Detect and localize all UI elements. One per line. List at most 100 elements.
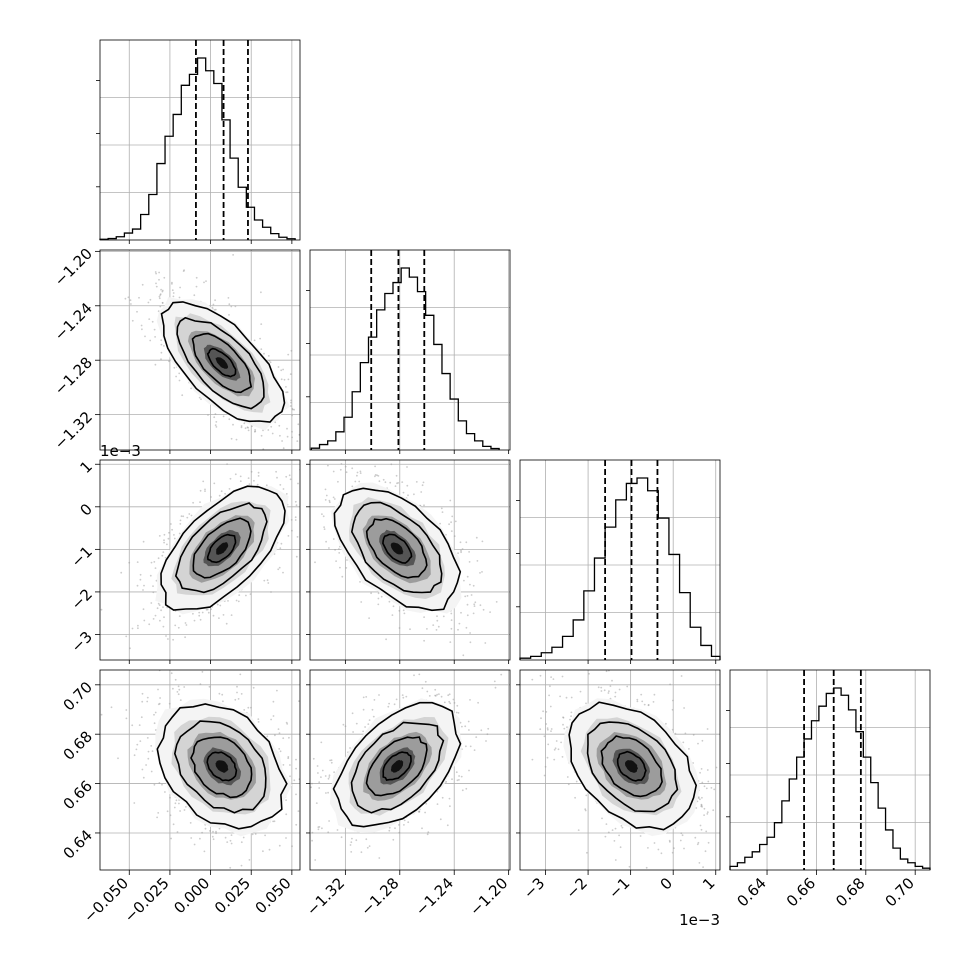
- sample-point: [265, 484, 268, 487]
- sample-point: [171, 289, 174, 292]
- sample-point: [287, 378, 290, 381]
- sample-point: [267, 582, 270, 584]
- sample-point: [295, 767, 297, 770]
- scatter-panel-2-3: [519, 669, 721, 871]
- sample-point: [321, 769, 324, 772]
- sample-point: [239, 475, 242, 478]
- sample-point: [450, 612, 453, 615]
- sample-point: [436, 615, 438, 618]
- sample-point: [234, 698, 237, 701]
- sample-point: [281, 440, 283, 442]
- sample-point: [243, 709, 246, 711]
- sample-point: [224, 836, 227, 839]
- sample-point: [288, 736, 290, 739]
- sample-point: [706, 813, 709, 815]
- sample-point: [699, 771, 701, 774]
- sample-point: [311, 839, 313, 842]
- sample-point: [216, 603, 219, 606]
- sample-point: [274, 734, 276, 737]
- sample-point: [247, 706, 250, 709]
- sample-point: [295, 555, 298, 558]
- sample-point: [218, 827, 221, 830]
- sample-point: [291, 408, 294, 411]
- sample-point: [199, 647, 201, 649]
- sample-point: [236, 685, 238, 688]
- sample-point: [307, 768, 309, 770]
- sample-point: [238, 594, 241, 596]
- sample-point: [555, 740, 558, 742]
- sample-point: [372, 715, 375, 718]
- sample-point: [466, 595, 469, 597]
- sample-point: [330, 759, 333, 762]
- sample-point: [204, 646, 206, 648]
- sample-point: [206, 608, 209, 611]
- sample-point: [310, 786, 312, 789]
- sample-point: [327, 831, 330, 834]
- sample-point: [324, 488, 327, 491]
- sample-point: [100, 713, 103, 716]
- axes-frame: [309, 249, 511, 451]
- sample-point: [214, 413, 217, 415]
- sample-point: [262, 429, 264, 432]
- sample-point: [368, 719, 371, 721]
- sample-point: [362, 730, 364, 733]
- sample-point: [314, 561, 316, 564]
- sample-point: [394, 827, 396, 830]
- sample-point: [406, 466, 408, 468]
- sample-point: [168, 702, 171, 705]
- sample-point: [600, 686, 603, 689]
- sample-point: [332, 470, 335, 473]
- sample-point: [130, 303, 132, 305]
- sample-point: [329, 759, 331, 762]
- sample-point: [640, 693, 643, 696]
- sample-point: [297, 482, 299, 485]
- sample-point: [183, 269, 186, 272]
- sample-point: [226, 463, 229, 465]
- sample-point: [175, 375, 178, 378]
- sample-point: [146, 696, 149, 699]
- sample-point: [170, 523, 172, 525]
- sample-point: [364, 726, 366, 728]
- sample-point: [545, 723, 548, 725]
- sample-point: [440, 507, 443, 510]
- sample-point: [336, 829, 339, 831]
- sample-point: [550, 730, 552, 732]
- sample-point: [278, 844, 281, 847]
- sample-point: [202, 480, 205, 483]
- sample-point: [173, 534, 175, 536]
- sample-point: [303, 800, 305, 802]
- sample-point: [371, 708, 374, 711]
- contour-line: [365, 736, 428, 797]
- sample-point: [285, 456, 287, 458]
- sample-point: [204, 488, 206, 491]
- sample-point: [240, 841, 243, 844]
- contour-line: [365, 517, 428, 579]
- sample-point: [466, 603, 469, 606]
- sample-point: [289, 478, 292, 481]
- sample-point: [349, 844, 352, 846]
- sample-point: [158, 271, 161, 274]
- sample-point: [224, 492, 227, 495]
- sample-point: [345, 567, 348, 569]
- sample-point: [566, 726, 568, 729]
- sample-point: [147, 757, 150, 760]
- sample-point: [135, 748, 138, 751]
- sample-point: [470, 594, 473, 596]
- sample-point: [195, 276, 198, 279]
- sample-point: [163, 539, 165, 542]
- sample-point: [402, 491, 405, 494]
- sample-point: [286, 723, 289, 725]
- sample-point: [673, 847, 675, 850]
- sample-point: [240, 425, 243, 427]
- sample-point: [306, 362, 308, 364]
- sample-point: [653, 842, 656, 844]
- sample-point: [307, 542, 309, 544]
- sample-point: [262, 448, 265, 450]
- sample-point: [426, 628, 428, 630]
- sample-point: [247, 477, 250, 479]
- sample-point: [342, 723, 345, 726]
- sample-point: [351, 485, 354, 488]
- sample-point: [152, 618, 155, 620]
- sample-point: [190, 514, 193, 517]
- sample-point: [215, 421, 218, 423]
